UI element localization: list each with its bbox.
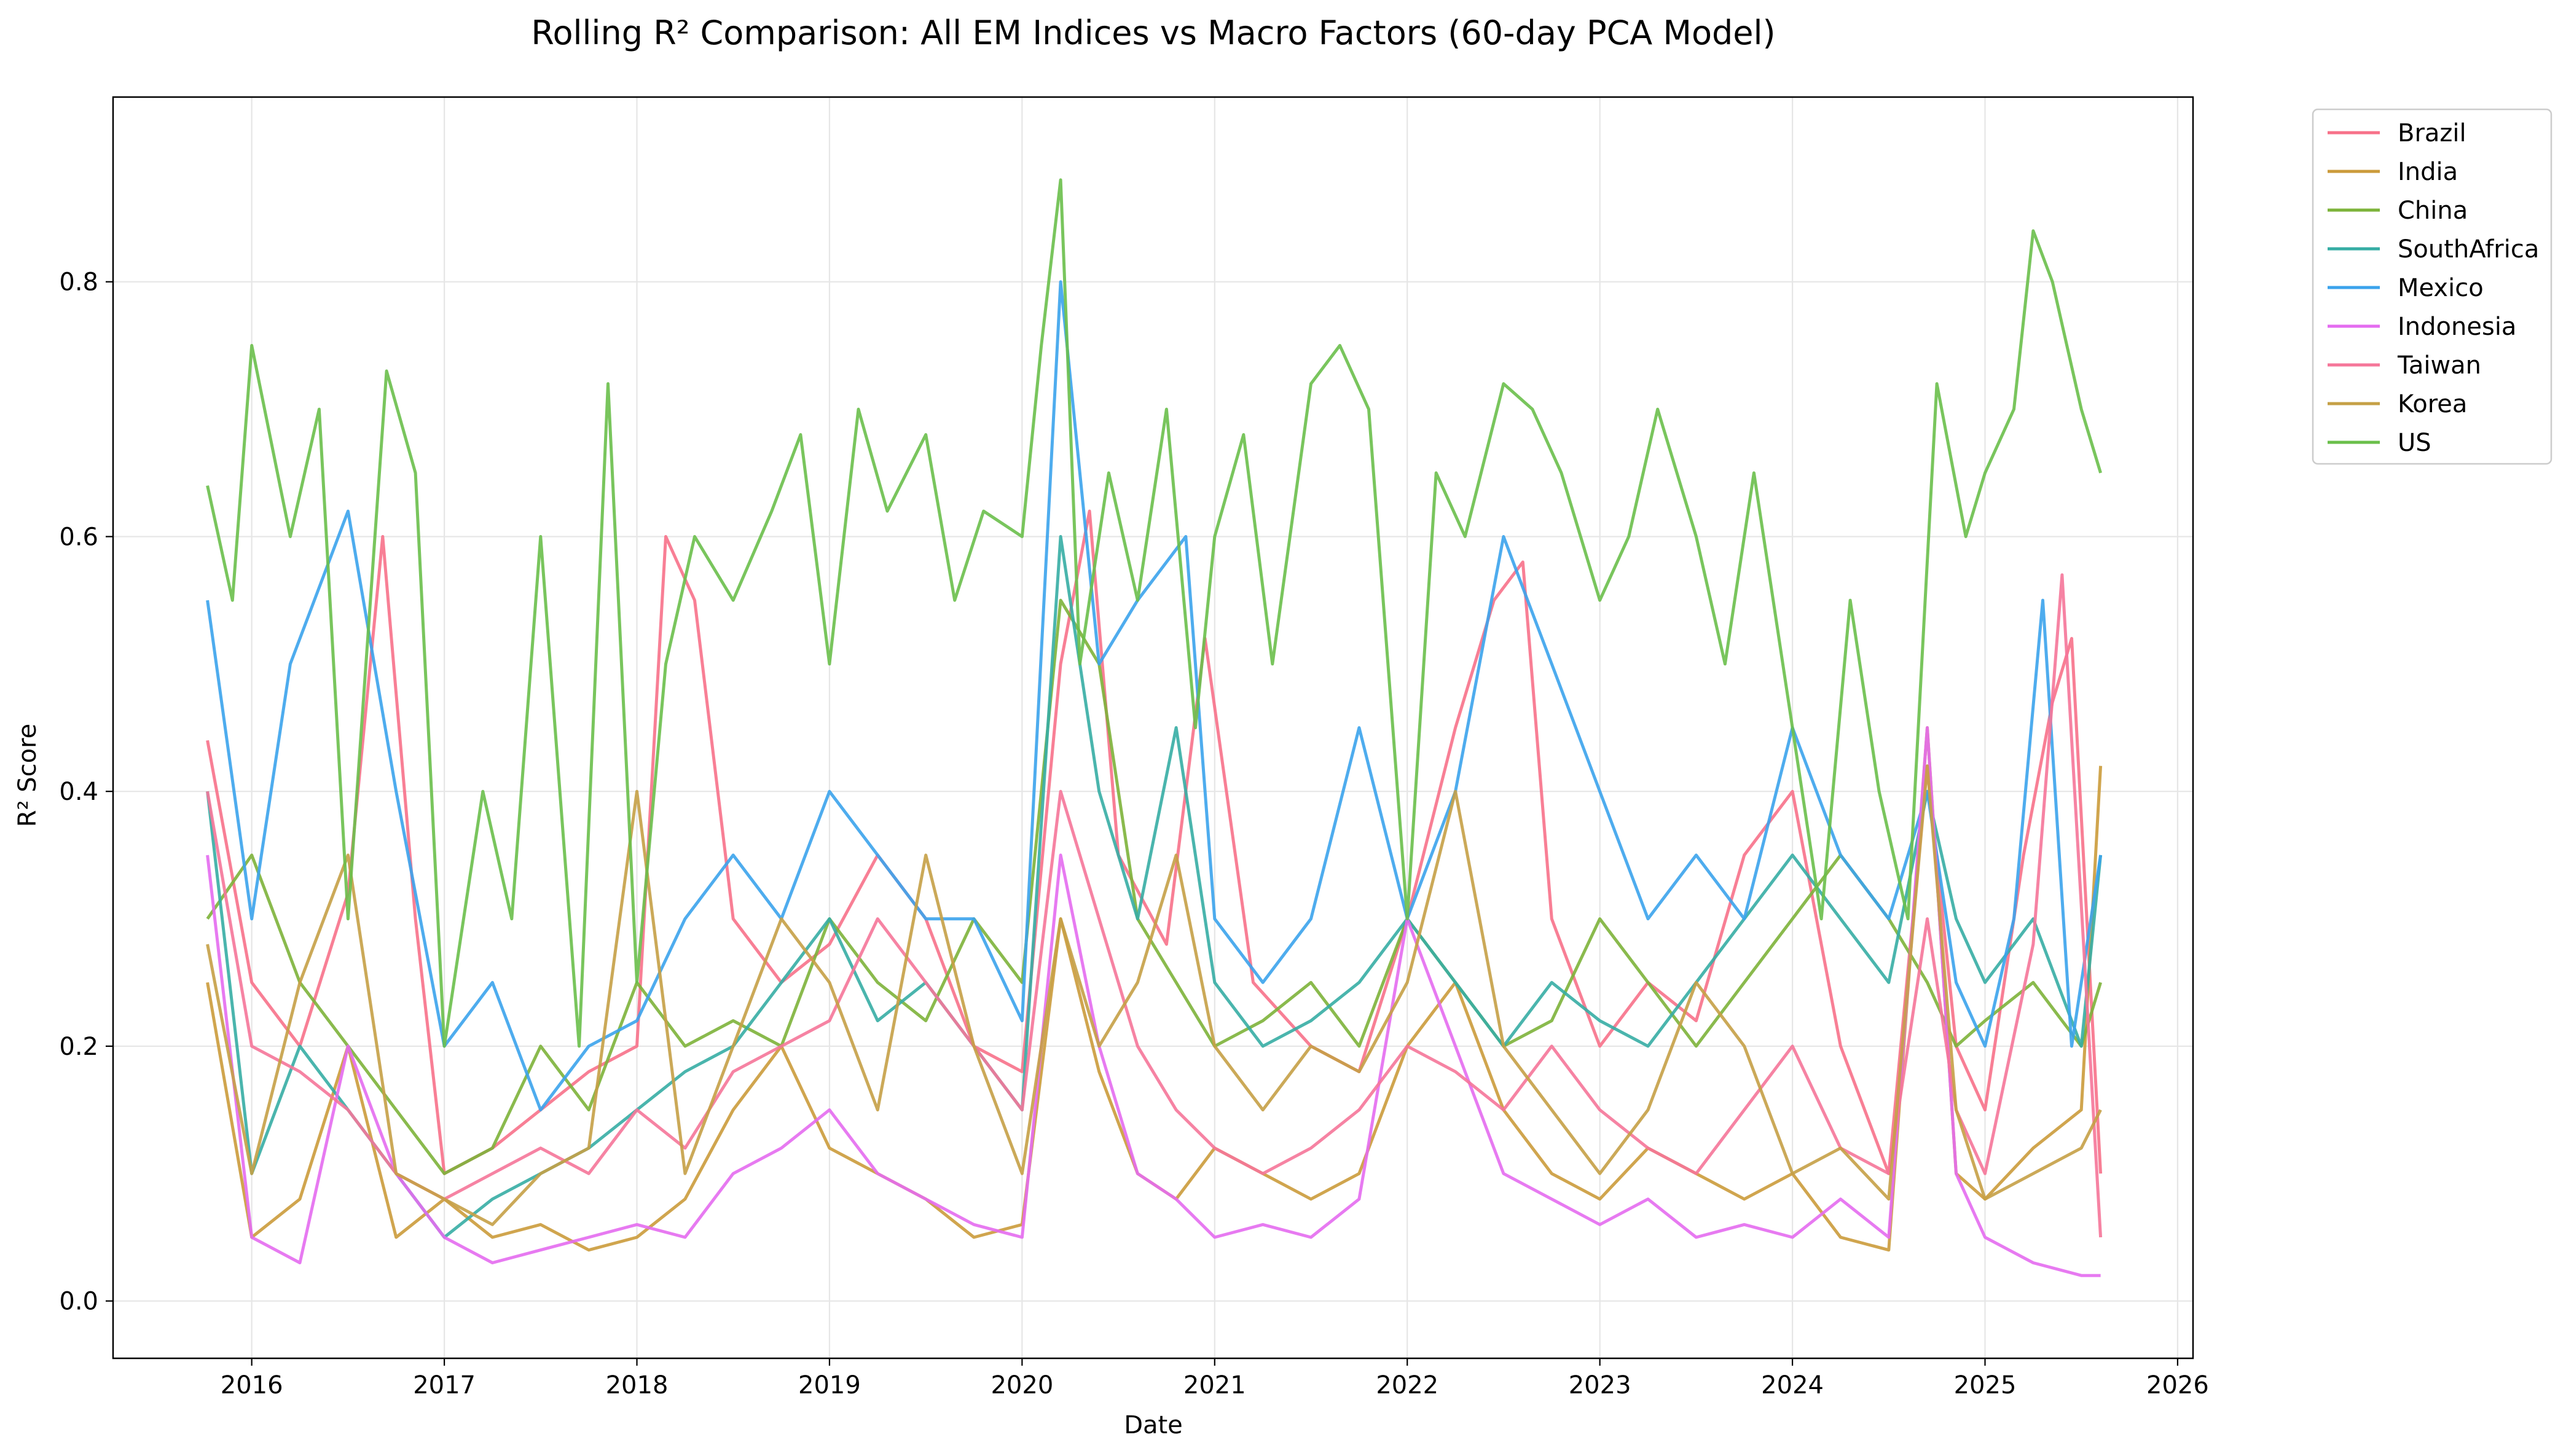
y-axis-label: R² Score <box>14 724 42 828</box>
legend-label-brazil: Brazil <box>2398 119 2466 147</box>
y-tick-label: 0.2 <box>59 1033 98 1061</box>
x-tick-label: 2019 <box>798 1371 861 1399</box>
y-tick-label: 0.0 <box>59 1288 98 1316</box>
y-tick-label: 0.8 <box>59 268 98 297</box>
series-line-india <box>206 726 2103 1252</box>
legend-frame <box>2312 108 2552 465</box>
x-tick-label: 2022 <box>1376 1371 1438 1399</box>
series-line-us <box>206 178 2102 1048</box>
series-line-brazil <box>206 509 2103 1175</box>
y-axis-ticks: 0.0 0.2 0.4 0.6 0.8 <box>59 268 113 1316</box>
legend-label-china: China <box>2398 197 2468 225</box>
series-line-taiwan <box>206 573 2103 1238</box>
x-tick-label: 2016 <box>221 1371 283 1399</box>
legend-label-indonesia: Indonesia <box>2398 313 2516 341</box>
x-tick-label: 2024 <box>1761 1371 1824 1399</box>
legend-label-taiwan: Taiwan <box>2397 351 2481 380</box>
y-tick-label: 0.4 <box>59 778 98 806</box>
series-lines <box>206 178 2103 1277</box>
plot-area-frame <box>112 96 2194 1360</box>
legend-label-southafrica: SouthAfrica <box>2398 235 2539 264</box>
x-axis-label: Date <box>1124 1411 1183 1439</box>
legend-label-mexico: Mexico <box>2398 274 2484 302</box>
legend-label-india: India <box>2398 158 2458 186</box>
series-line-mexico <box>206 280 2103 1112</box>
x-axis-ticks: 2016 2017 2018 2019 2020 2021 2022 2023 2024 2025… <box>221 1358 2209 1399</box>
series-line-korea <box>206 764 2102 1226</box>
chart-title: Rolling R² Comparison: All EM Indices vs… <box>531 14 1775 52</box>
legend-label-korea: Korea <box>2398 390 2467 418</box>
legend-label-us: US <box>2398 429 2431 457</box>
x-tick-label: 2017 <box>413 1371 476 1399</box>
legend: Brazil India China SouthAfrica Mexico Indones… <box>2312 108 2552 465</box>
x-tick-label: 2020 <box>991 1371 1053 1399</box>
x-tick-label: 2025 <box>1954 1371 2017 1399</box>
y-tick-label: 0.6 <box>59 523 98 551</box>
series-line-indonesia <box>206 726 2101 1277</box>
x-tick-label: 2018 <box>606 1371 669 1399</box>
grid-lines <box>113 97 2193 1358</box>
x-tick-label: 2026 <box>2146 1371 2209 1399</box>
x-tick-label: 2021 <box>1183 1371 1246 1399</box>
x-tick-label: 2023 <box>1569 1371 1631 1399</box>
